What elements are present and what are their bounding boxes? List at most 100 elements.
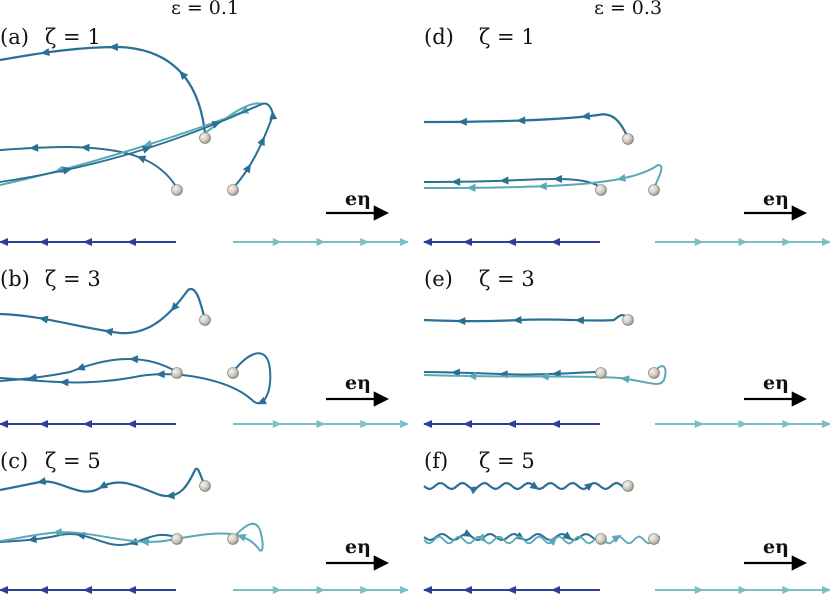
panel-c-letter: (c) (0, 449, 28, 473)
panel-c-zeta: ζ = 5 (45, 449, 101, 473)
direction-chevron (423, 238, 432, 246)
trajectory-curve (0, 145, 178, 189)
panel-e-zeta: ζ = 3 (479, 267, 535, 291)
direction-chevron (477, 533, 487, 543)
particle-sphere (648, 533, 660, 545)
direction-vector-f: eη (744, 536, 808, 571)
direction-vector-label: eη (345, 188, 371, 210)
baseline-lines (0, 238, 830, 594)
direction-chevron (141, 145, 152, 154)
trajectory-curve (423, 371, 602, 376)
trajectory-curve (0, 467, 207, 498)
panel-e-letter: (e) (424, 267, 453, 291)
trajectory-curve (0, 522, 264, 552)
direction-chevron (29, 143, 39, 152)
direction-chevron (611, 534, 622, 543)
direction-chevron (38, 315, 49, 324)
direction-chevron (507, 586, 516, 594)
direction-chevron (553, 175, 563, 184)
direction-chevron (694, 586, 704, 594)
direction-chevron (155, 370, 165, 379)
direction-chevron (257, 136, 265, 147)
direction-chevron (272, 420, 282, 428)
direction-chevron (537, 182, 547, 191)
particle-sphere (622, 133, 634, 145)
direction-chevron (108, 42, 118, 51)
particle-sphere (227, 367, 239, 379)
direction-vector-e: eη (744, 372, 808, 407)
direction-chevron (170, 302, 180, 312)
direction-chevron (242, 163, 252, 174)
direction-chevron (39, 420, 48, 428)
direction-chevron (694, 238, 704, 246)
column-header-left: ε = 0.1 (171, 0, 239, 19)
direction-chevron (39, 586, 48, 594)
direction-chevron (83, 238, 92, 246)
trajectory-curve (0, 352, 272, 405)
direction-chevron (139, 537, 149, 546)
particle-sphere (199, 132, 211, 144)
direction-vector-label: eη (763, 188, 789, 210)
direction-chevron (272, 586, 282, 594)
direction-chevron (360, 238, 370, 246)
trajectory-curve (0, 45, 207, 134)
direction-chevron (507, 420, 516, 428)
panel-b-zeta: ζ = 3 (45, 267, 101, 291)
direction-chevron (98, 480, 109, 489)
direction-chevron (128, 355, 139, 364)
direction-chevron (551, 238, 560, 246)
direction-chevron (463, 238, 472, 246)
particle-sphere (171, 184, 183, 196)
direction-vector-label: eη (345, 372, 371, 394)
direction-chevron (400, 420, 409, 428)
particle-sphere (227, 184, 239, 196)
direction-chevron (456, 317, 466, 326)
direction-vector-label: eη (345, 536, 371, 558)
direction-chevron (450, 368, 460, 377)
trajectory-curve (423, 535, 661, 545)
trajectory-curve (232, 102, 275, 189)
direction-vector-label: eη (763, 536, 789, 558)
direction-chevron (782, 420, 792, 428)
direction-chevron (548, 536, 558, 546)
trajectory-curve (423, 532, 601, 542)
direction-chevron (782, 238, 792, 246)
direction-chevron (738, 586, 748, 594)
direction-chevron (738, 420, 748, 428)
direction-chevron (39, 238, 48, 246)
panel-f-zeta: ζ = 5 (479, 449, 535, 473)
direction-chevron (516, 116, 526, 125)
particle-sphere (648, 367, 660, 379)
direction-chevron (272, 238, 282, 246)
particle-sphere (595, 533, 607, 545)
direction-chevron (463, 586, 472, 594)
direction-vector-b: eη (326, 372, 390, 407)
direction-chevron (463, 420, 472, 428)
direction-chevron (529, 481, 540, 490)
direction-chevron (75, 362, 86, 371)
direction-chevron (462, 529, 473, 537)
trajectory-curve (0, 103, 263, 183)
direction-chevron (551, 420, 560, 428)
direction-chevron (269, 110, 278, 120)
direction-chevron (40, 48, 50, 57)
trajectory-curve (0, 287, 207, 335)
direction-chevron (822, 586, 830, 594)
direction-chevron (574, 316, 584, 325)
particle-sphere (622, 480, 634, 492)
direction-chevron (507, 238, 516, 246)
direction-chevron (36, 477, 47, 486)
direction-chevron (83, 586, 92, 594)
particle-sphere (171, 367, 183, 379)
direction-chevron (142, 139, 153, 148)
direction-chevron (316, 420, 326, 428)
direction-vector-a: eη (326, 188, 390, 221)
panel-f-letter: (f) (424, 449, 448, 473)
direction-chevron (165, 491, 175, 500)
trajectory-curve (0, 102, 265, 186)
trajectory-curves (0, 42, 667, 552)
direction-chevron (499, 176, 509, 185)
panel-a-letter: (a) (0, 25, 29, 49)
direction-chevron (620, 375, 630, 384)
